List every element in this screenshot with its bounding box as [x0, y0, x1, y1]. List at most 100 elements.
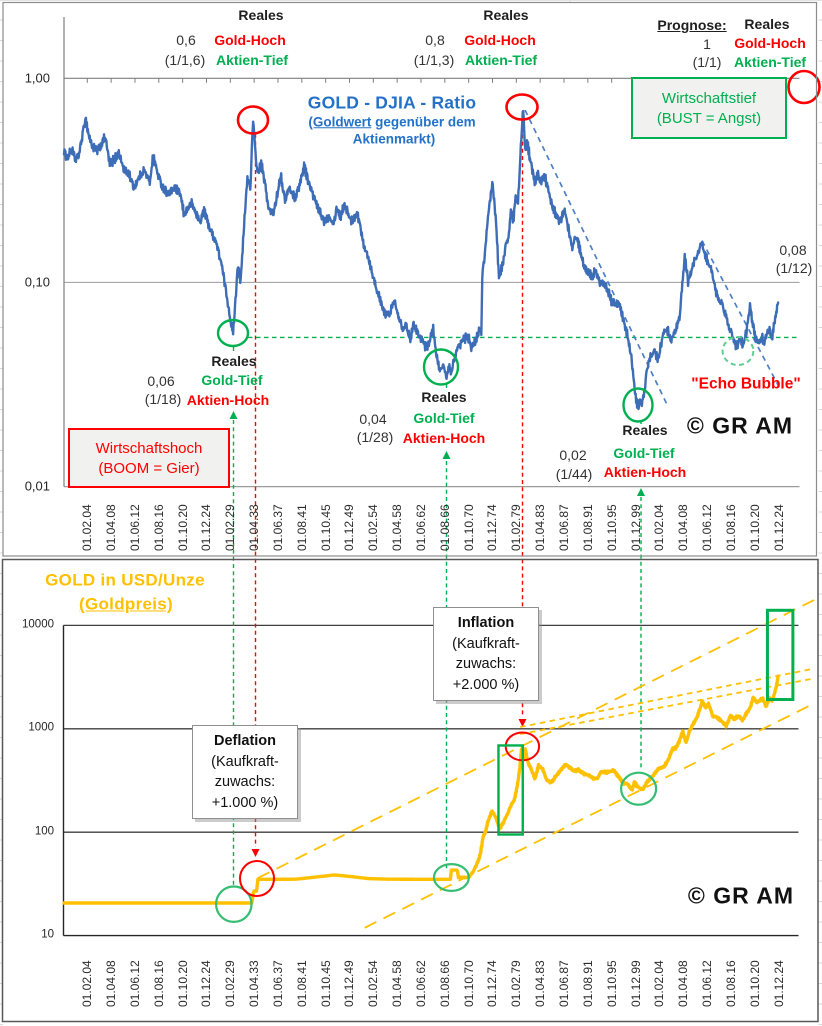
peak2-value: 0,8 [425, 32, 445, 48]
x-axis-label: 01.08.16 [723, 960, 738, 1007]
x-axis-label: 01.06.87 [557, 960, 571, 1007]
peak1-aktien-tief: Aktien-Tief [215, 52, 289, 68]
annotation-circle [432, 862, 470, 892]
trough2-gold-tief: Gold-Tief [413, 410, 475, 426]
trough3-aktien-hoch: Aktien-Hoch [603, 464, 687, 480]
deflation-line4: +1.000 %) [211, 794, 279, 811]
trough1-gold-tief: Gold-Tief [201, 372, 263, 388]
x-axis-label: 01.08.66 [437, 504, 452, 551]
trough1-heading: Reales [211, 353, 257, 369]
x-axis-label: 01.02.29 [223, 960, 238, 1007]
bottom-chart-subtitle: (Goldpreis) [79, 594, 173, 614]
peak3-fraction: (1/1) [692, 54, 722, 70]
echo-bubble-label: "Echo Bubble" [691, 375, 801, 393]
deflation-annotation-box: Deflation (Kaufkraft- zuwachs: +1.000 %) [192, 725, 298, 819]
trough2-aktien-hoch: Aktien-Hoch [402, 430, 486, 446]
x-axis-label: 01.12.49 [342, 960, 357, 1007]
deflation-line3: zuwachs: [214, 774, 276, 790]
top-right-value: 0,08 [779, 242, 807, 258]
dashed-connector-lines [229, 120, 800, 886]
inflation-line3: zuwachs: [455, 656, 517, 672]
peak3-aktien-tief: Aktien-Tief [733, 54, 807, 70]
x-axis-label: 01.04.08 [676, 960, 691, 1007]
annotation-circle [216, 318, 250, 348]
x-axis-label: 01.04.08 [104, 960, 119, 1007]
top-copyright: © GR AM [686, 412, 794, 439]
x-axis-label: 01.06.62 [413, 504, 428, 551]
x-axis-label: 01.10.20 [175, 504, 190, 551]
annotation-circle [619, 771, 658, 806]
x-axis-label: 01.04.08 [104, 504, 119, 551]
annotation-shapes [215, 69, 821, 924]
x-axis-label: 01.06.37 [270, 504, 285, 551]
x-axis-label: 01.06.87 [557, 504, 571, 551]
x-axis-label: 01.02.79 [509, 960, 524, 1007]
x-axis-label: 01.08.16 [151, 504, 166, 551]
annotation-circle [721, 336, 755, 366]
x-axis-label: 01.10.45 [318, 504, 333, 551]
annotation-circle [215, 885, 253, 924]
x-axis-label: 01.12.24 [771, 504, 786, 551]
x-axis-label: 01.08.16 [151, 960, 166, 1007]
data-series-lines [62, 109, 780, 905]
x-axis-label: 01.04.83 [533, 960, 548, 1007]
peak3-gold-hoch: Gold-Hoch [734, 35, 806, 51]
top-y-label-3: 0,01 [24, 478, 50, 494]
annotation-green-rectangle [765, 608, 795, 702]
trough3-gold-tief: Gold-Tief [613, 445, 675, 461]
annotation-circle [505, 93, 539, 121]
x-axis-label: 01.10.70 [461, 504, 476, 551]
x-axis-label: 01.12.49 [342, 504, 357, 551]
annotation-circle [622, 387, 654, 423]
bottom-copyright: © GR AM [687, 882, 795, 909]
x-axis-label: 01.02.04 [80, 960, 95, 1007]
peak3-value: 1 [703, 36, 711, 52]
inflation-annotation-box: Inflation (Kaufkraft- zuwachs: +2.000 %) [433, 607, 539, 701]
boom-box-line1: Wirtschaftshoch [95, 439, 203, 457]
peak1-gold-hoch: Gold-Hoch [214, 32, 286, 48]
trough1-fraction: (1/18) [144, 391, 182, 407]
trough3-heading: Reales [622, 422, 668, 438]
top-y-label-2: 0,10 [24, 274, 50, 290]
x-axis-label: 01.02.54 [366, 504, 381, 551]
x-axis-label: 01.02.54 [366, 960, 381, 1007]
peak2-fraction: (1/1,3) [413, 52, 455, 68]
x-axis-label: 01.12.99 [628, 504, 643, 551]
prognose-label: Prognose: [657, 17, 727, 33]
x-axis-label: 01.08.41 [294, 504, 309, 551]
top-chart-subtitle-goldwert: (Goldwert [308, 113, 372, 129]
x-axis-label: 01.08.91 [580, 960, 595, 1007]
x-axis-label: 01.12.24 [199, 504, 214, 551]
x-axis-label: 01.06.12 [127, 504, 142, 551]
peak2-gold-hoch: Gold-Hoch [464, 32, 536, 48]
x-axis-label: 01.12.74 [485, 504, 500, 551]
x-axis-label: 01.02.79 [509, 504, 524, 551]
top-chart-subtitle-rest: gegenüber dem [371, 113, 476, 129]
trend-lines [257, 109, 815, 929]
top-chart-frame [2, 1, 818, 557]
trough3-fraction: (1/44) [555, 466, 593, 482]
inflation-line4: +2.000 %) [452, 676, 520, 693]
ratio-trend-dashed-line [701, 240, 782, 390]
x-axis-label: 01.04.58 [390, 504, 405, 551]
annotation-circle [236, 105, 270, 135]
top-y-label-1: 1,00 [24, 70, 50, 86]
bottom-y-label-2: 1000 [28, 721, 54, 734]
ratio-trend-dashed-line [524, 109, 668, 406]
trough1-value: 0,06 [147, 373, 175, 389]
boom-box-line2: (BOOM = Gier) [98, 459, 200, 477]
connector-arrow-head [229, 411, 238, 419]
x-axis-label: 01.02.04 [80, 504, 95, 551]
x-axis-label: 01.08.41 [294, 960, 309, 1007]
connector-arrow-head [251, 849, 260, 857]
x-axis-label: 01.08.16 [723, 504, 738, 551]
x-axis-label: 01.04.83 [533, 504, 548, 551]
connector-arrow-head [518, 719, 527, 727]
inflation-line2: (Kaufkraft- [452, 635, 520, 652]
peak1-value: 0,6 [176, 32, 196, 48]
peak1-heading: Reales [238, 7, 284, 23]
x-axis-label: 01.04.58 [390, 960, 405, 1007]
